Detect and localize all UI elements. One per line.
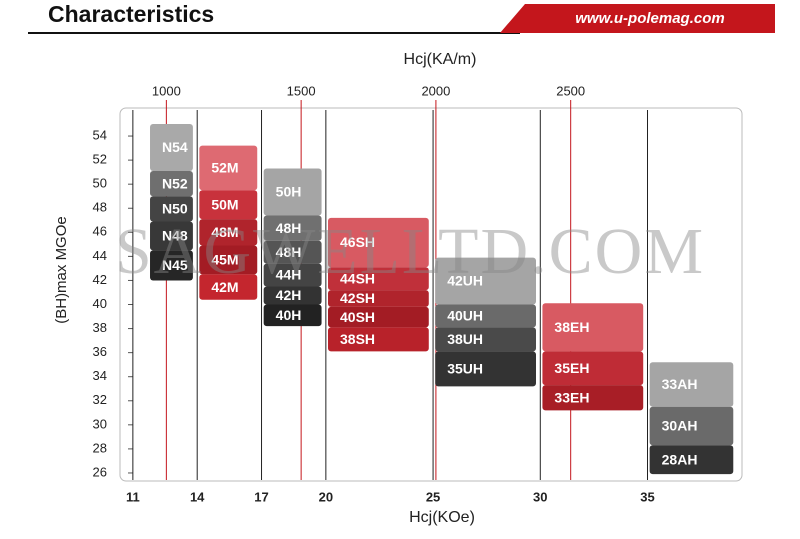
grade-label: 38UH <box>447 331 483 347</box>
grade-label: 48H <box>276 244 302 260</box>
grade-cell <box>435 304 536 328</box>
grade-label: 44H <box>276 267 302 283</box>
y-tick-label: 52 <box>93 152 107 167</box>
y-tick-label: 44 <box>93 248 107 263</box>
grade-label: 46SH <box>340 234 375 250</box>
y-tick-label: 38 <box>93 320 107 335</box>
grade-label: 33AH <box>662 376 698 392</box>
grade-cell <box>263 168 322 216</box>
grade-cell <box>328 217 429 268</box>
grade-label: 28AH <box>662 451 698 467</box>
x2-tick-label: 2500 <box>556 83 585 98</box>
grade-cell <box>328 306 429 328</box>
x2-tick-label: 1000 <box>152 83 181 98</box>
grade-cell <box>435 327 536 352</box>
x-tick-label: 25 <box>426 489 440 504</box>
grade-label: 40SH <box>340 309 375 325</box>
x-tick-label: 17 <box>254 489 268 504</box>
grade-cell <box>150 170 193 197</box>
y-tick-label: 46 <box>93 224 107 239</box>
y-tick-label: 30 <box>93 416 107 431</box>
grade-cell <box>542 385 644 411</box>
grade-label: 52M <box>211 160 238 176</box>
grade-cell <box>435 257 536 305</box>
grade-label: 42H <box>276 287 302 303</box>
grade-label: 35UH <box>447 361 483 377</box>
grade-label: N50 <box>162 201 188 217</box>
grade-label: N52 <box>162 175 188 191</box>
x2-tick-label: 1500 <box>287 83 316 98</box>
banner <box>500 4 775 33</box>
y-tick-label: 50 <box>93 176 107 191</box>
grade-cell <box>542 351 644 386</box>
chart-title: Characteristics <box>48 1 214 27</box>
grade-cell <box>263 263 322 287</box>
grade-label: 45M <box>211 252 238 268</box>
grade-cell <box>150 196 193 222</box>
grade-label: 33EH <box>554 389 589 405</box>
x-tick-label: 11 <box>126 489 140 504</box>
grade-cell <box>150 250 193 281</box>
grade-label: 42M <box>211 279 238 295</box>
grade-label: 38SH <box>340 331 375 347</box>
y-tick-label: 28 <box>93 440 107 455</box>
x-axis-label: Hcj(KOe) <box>409 509 475 526</box>
watermark: SAGWELLTD.COM <box>115 215 705 288</box>
grade-cell <box>263 304 322 327</box>
grade-label: 50H <box>276 184 302 200</box>
grade-cell <box>328 267 429 291</box>
grade-cell <box>199 145 258 191</box>
grade-label: 30AH <box>662 418 698 434</box>
grade-cell <box>199 245 258 275</box>
x2-axis-label: Hcj(KA/m) <box>404 51 477 68</box>
grade-label: 44SH <box>340 270 375 286</box>
y-tick-label: 40 <box>93 296 107 311</box>
y-tick-label: 42 <box>93 272 107 287</box>
plot: 26 28 30 32 34 36 38 40 42 44 46 48 50 52 54 11 14 17 20 25… <box>93 83 734 504</box>
grade-cell <box>150 124 193 171</box>
plot-frame <box>119 107 743 482</box>
y-tick-label: 54 <box>93 127 107 142</box>
grade-cell <box>649 445 734 475</box>
grade-cell <box>263 240 322 264</box>
grade-label: 42UH <box>447 273 483 289</box>
grade-cell <box>199 190 258 220</box>
grade-cell <box>263 286 322 305</box>
grade-label: 42SH <box>340 290 375 306</box>
grade-label: 50M <box>211 196 238 212</box>
y-tick-label: 36 <box>93 344 107 359</box>
grade-cell <box>199 219 258 246</box>
grade-cell <box>328 290 429 307</box>
x-tick-label: 20 <box>319 489 333 504</box>
y-tick-label: 34 <box>93 368 107 383</box>
grade-label: N45 <box>162 257 188 273</box>
grade-label: 48M <box>211 224 238 240</box>
grade-label: 48H <box>276 220 302 236</box>
grade-cell <box>649 362 734 407</box>
y-tick-label: 32 <box>93 392 107 407</box>
x-tick-label: 14 <box>190 489 205 504</box>
grade-label: 40UH <box>447 308 483 324</box>
y-tick-label: 48 <box>93 200 107 215</box>
grade-cell <box>542 303 644 352</box>
grade-label: 35EH <box>554 360 589 376</box>
grade-label: N54 <box>162 139 188 155</box>
grade-cell <box>435 351 536 387</box>
grade-cell <box>328 327 429 352</box>
grade-label: 38EH <box>554 319 589 335</box>
grade-cell <box>263 215 322 241</box>
grade-label: 40H <box>276 307 302 323</box>
grade-cell <box>649 406 734 446</box>
website: www.u-polemag.com <box>575 10 724 27</box>
y-tick-label: 26 <box>93 464 107 479</box>
grade-cell <box>199 274 258 300</box>
x-tick-label: 30 <box>533 489 547 504</box>
grade-cell <box>150 221 193 251</box>
x-tick-label: 35 <box>640 489 654 504</box>
grade-label: N48 <box>162 228 188 244</box>
y-axis-label: (BH)max MGOe <box>53 216 70 324</box>
x2-tick-label: 2000 <box>421 83 450 98</box>
